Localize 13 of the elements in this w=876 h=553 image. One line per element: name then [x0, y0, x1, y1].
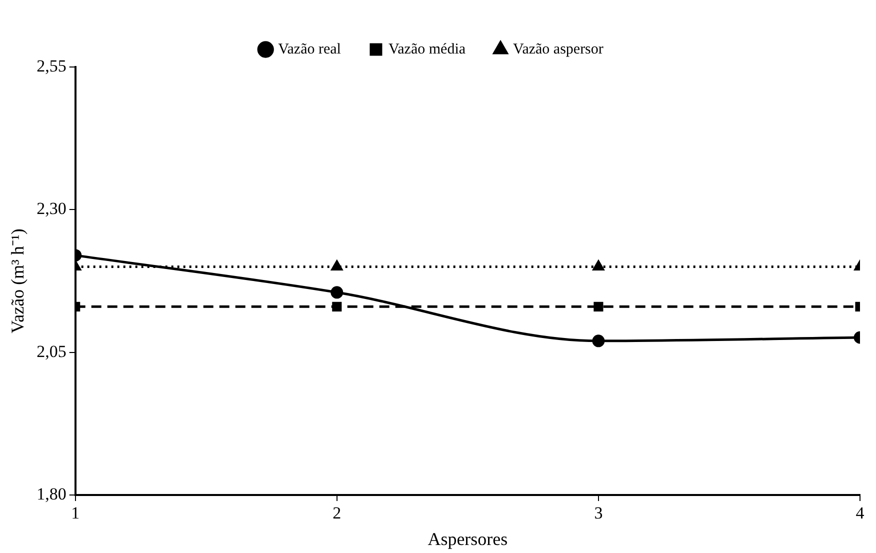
x-tick-label: 4 [856, 504, 865, 523]
y-tick-label: 2,55 [36, 56, 66, 76]
legend-label: Vazão média [388, 41, 466, 58]
legend-label: Vazão aspersor [513, 41, 604, 58]
x-tick-label: 1 [71, 504, 80, 523]
y-axis-title: Vazão (m³ h⁻¹) [8, 228, 28, 334]
x-axis-title: Aspersores [428, 528, 508, 549]
x-tick-label: 3 [594, 504, 603, 523]
y-tick-label: 2,30 [36, 199, 66, 218]
y-tick-label: 1,80 [36, 484, 66, 504]
x-tick-label: 2 [332, 504, 342, 523]
y-tick-label: 2,05 [36, 342, 66, 361]
legend-label: Vazão real [278, 41, 341, 58]
